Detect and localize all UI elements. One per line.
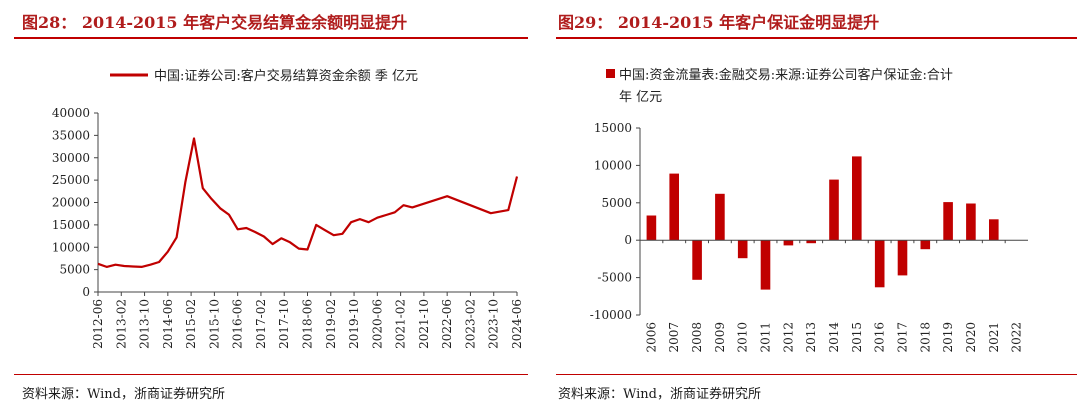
x-tick-label: 2017-10 <box>277 299 291 349</box>
legend-swatch <box>606 69 615 78</box>
legend-label: 中国:证券公司:客户交易结算资金余额 季 亿元 <box>154 68 418 84</box>
x-tick-label: 2009 <box>713 322 727 353</box>
right-source-note: 资料来源：Wind，浙商证券研究所 <box>558 387 761 402</box>
x-tick-label: 2022-06 <box>440 299 454 349</box>
left-title-divider <box>14 37 528 39</box>
x-tick-label: 2012-06 <box>91 299 105 349</box>
bar <box>715 193 725 241</box>
bar <box>943 202 953 241</box>
x-tick-label: 2013-10 <box>138 299 152 349</box>
x-tick-label: 2020 <box>964 322 978 353</box>
y-tick-label: 0 <box>624 233 632 247</box>
x-tick-label: 2021 <box>987 322 1001 353</box>
x-tick-label: 2013 <box>804 322 818 353</box>
legend-label: 中国:资金流量表:金融交易:来源:证券公司客户保证金:合计 <box>619 67 953 83</box>
x-tick-label: 2024-06 <box>510 299 524 349</box>
left-line-chart: 中国:证券公司:客户交易结算资金余额 季 亿元 0 5000 10000 15000 20… <box>52 68 524 349</box>
bar <box>966 203 976 241</box>
series-line <box>97 137 519 268</box>
x-tick-label: 2014-06 <box>161 299 175 349</box>
bar <box>783 240 794 246</box>
x-tick-label: 2020-06 <box>370 299 384 349</box>
x-tick-label: 2023-10 <box>487 299 501 349</box>
bar <box>760 240 771 290</box>
x-tick-label: 2008 <box>690 322 704 353</box>
bar <box>920 240 931 250</box>
y-tick-label: -5000 <box>597 271 632 285</box>
x-tick-label: 2010 <box>736 322 750 353</box>
y-tick-label: 15000 <box>52 218 90 232</box>
bar <box>829 179 839 241</box>
x-tick-label: 2012 <box>781 322 795 353</box>
y-tick-label: 35000 <box>52 128 90 142</box>
y-tick-label: 5000 <box>601 196 632 210</box>
x-tick-label: 2018-06 <box>301 299 315 349</box>
bar <box>852 156 862 241</box>
x-tick-label: 2019 <box>941 322 955 353</box>
bar <box>669 173 679 241</box>
left-chart-panel: 图28： 2014-2015 年客户交易结算金余额明显提升 中国:证券公司:客户… <box>0 0 532 417</box>
x-tick-label: 2017 <box>895 322 909 353</box>
left-source-divider <box>14 374 528 375</box>
y-tick-label: 10000 <box>52 240 90 254</box>
bar <box>737 240 748 259</box>
x-tick-label: 2011 <box>759 322 773 353</box>
y-tick-label: 25000 <box>52 173 90 187</box>
right-source-divider <box>556 374 1077 375</box>
y-tick-label: 10000 <box>594 158 632 172</box>
x-tick-label: 2016-06 <box>231 299 245 349</box>
y-tick-label: 20000 <box>52 196 90 210</box>
x-tick-label: 2007 <box>667 322 681 353</box>
x-tick-label: 2021-02 <box>394 299 408 349</box>
x-tick-label: 2023-02 <box>463 299 477 349</box>
y-tick-label: 30000 <box>52 151 90 165</box>
right-title-divider <box>556 37 1077 39</box>
bar <box>646 215 657 241</box>
x-tick-label: 2019-10 <box>347 299 361 349</box>
x-tick-label: 2014 <box>827 322 841 353</box>
x-tick-label: 2022 <box>1010 322 1024 353</box>
y-tick-label: 5000 <box>59 263 90 277</box>
x-tick-label: 2019-02 <box>324 299 338 349</box>
y-tick-label: 15000 <box>594 121 632 135</box>
right-figure-title: 图29： 2014-2015 年客户保证金明显提升 <box>558 13 880 32</box>
x-tick-label: 2006 <box>644 322 658 353</box>
bar <box>989 219 999 241</box>
legend-label: 年 亿元 <box>619 90 662 105</box>
bar <box>806 240 816 244</box>
y-tick-label: 40000 <box>52 106 90 120</box>
bar <box>874 240 885 288</box>
y-tick-label: -10000 <box>590 308 632 322</box>
x-tick-label: 2015-10 <box>207 299 221 349</box>
x-tick-label: 2015-02 <box>184 299 198 349</box>
bar <box>897 240 908 276</box>
x-tick-label: 2017-02 <box>254 299 268 349</box>
x-tick-label: 2021-10 <box>417 299 431 349</box>
x-tick-label: 2016 <box>873 322 887 353</box>
left-source-note: 资料来源：Wind，浙商证券研究所 <box>22 387 225 402</box>
y-tick-label: 0 <box>82 285 90 299</box>
x-tick-label: 2015 <box>850 322 864 353</box>
x-tick-label: 2018 <box>918 322 932 353</box>
bar <box>692 240 702 280</box>
x-tick-label: 2013-02 <box>114 299 128 349</box>
right-bar-chart: 中国:资金流量表:金融交易:来源:证券公司客户保证金:合计年 亿元 -10000 -… <box>590 67 1028 353</box>
left-figure-title: 图28： 2014-2015 年客户交易结算金余额明显提升 <box>22 13 408 32</box>
right-chart-panel: 图29： 2014-2015 年客户保证金明显提升 中国:资金流量表:金融交易:… <box>548 0 1080 417</box>
